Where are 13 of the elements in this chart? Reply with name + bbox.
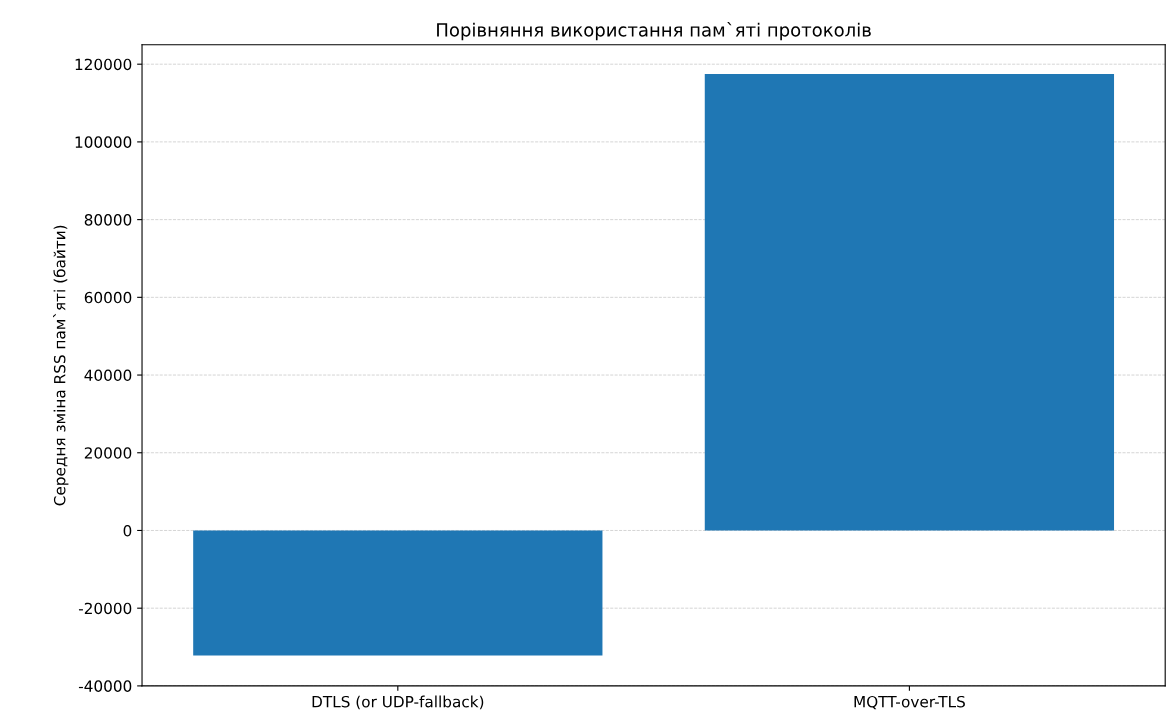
y-tick-label: 0	[123, 524, 132, 537]
y-tick-label: 40000	[84, 369, 132, 382]
y-tick-label: -20000	[78, 602, 132, 615]
x-tick-label: DTLS (or UDP-fallback)	[312, 695, 484, 710]
y-tick-label: 80000	[84, 214, 132, 226]
y-tick-label: 20000	[84, 447, 132, 459]
y-tick-label: 60000	[84, 291, 132, 304]
y-tick-label: 120000	[75, 58, 132, 71]
x-tick-label: MQTT-over-TLS	[854, 695, 965, 710]
y-axis-title: Середня зміна RSS пам`яті (байти)	[53, 225, 69, 506]
y-tick-label: 100000	[75, 136, 132, 148]
y-tick-label: -40000	[78, 680, 132, 692]
chart-title: Порівняння використання пам`яті протоколів	[437, 21, 871, 41]
